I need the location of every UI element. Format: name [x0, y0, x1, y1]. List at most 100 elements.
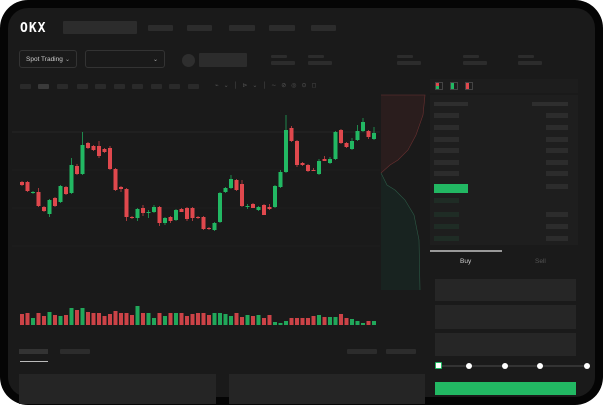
- slider-mark-25[interactable]: [466, 363, 472, 369]
- nav-item[interactable]: [148, 25, 173, 31]
- candle-up: [350, 141, 354, 149]
- volume-bar: [97, 313, 101, 325]
- bid-amount: [546, 212, 568, 217]
- slider-track[interactable]: [438, 365, 588, 367]
- timeframe-button[interactable]: [38, 84, 49, 89]
- volume-bar: [36, 313, 41, 325]
- buy-button[interactable]: [435, 382, 576, 395]
- chart-tool-icons[interactable]: ⌁⌄│⊳⌄│∼⊘◎⊙◻: [215, 83, 322, 89]
- depth-asks-line: [380, 94, 426, 174]
- tab-order-history[interactable]: [60, 349, 90, 354]
- bid-price: [434, 224, 459, 229]
- timeframe-button[interactable]: [57, 84, 68, 89]
- candle-down: [86, 143, 90, 148]
- volume-bar: [86, 312, 90, 325]
- price-display: [199, 53, 247, 67]
- candle-down: [36, 192, 41, 206]
- timeframe-button[interactable]: [151, 84, 162, 89]
- ask-amount: [546, 184, 568, 189]
- tab-buy[interactable]: Buy: [460, 258, 472, 265]
- volume-bar: [163, 316, 167, 325]
- candle-up: [218, 193, 222, 222]
- timeframe-button[interactable]: [132, 84, 143, 89]
- volume-bar: [218, 313, 222, 325]
- candle-down: [91, 146, 96, 150]
- search-bar[interactable]: [63, 21, 137, 34]
- volume-bar: [240, 317, 244, 325]
- candle-down: [322, 159, 327, 161]
- candle-down: [108, 148, 112, 169]
- total-input[interactable]: [435, 333, 576, 356]
- tab-sell[interactable]: Sell: [535, 258, 546, 265]
- nav-item[interactable]: [229, 25, 255, 31]
- candle-up: [273, 186, 277, 207]
- bid-price: [434, 212, 459, 217]
- ask-price: [434, 137, 459, 142]
- okx-logo[interactable]: OKX: [20, 21, 47, 36]
- timeframe-button[interactable]: [169, 84, 180, 89]
- ask-amount: [546, 160, 568, 165]
- asks-only-icon[interactable]: [465, 82, 473, 90]
- ask-amount: [546, 113, 568, 118]
- candle-up: [212, 223, 217, 230]
- bids-only-icon[interactable]: [450, 82, 458, 90]
- volume-bar: [317, 315, 321, 325]
- chevron-down-icon: ⌄: [152, 56, 158, 63]
- volume-bar: [372, 321, 376, 325]
- nav-item[interactable]: [311, 25, 336, 31]
- candle-up: [69, 165, 74, 193]
- timeframe-button[interactable]: [77, 84, 88, 89]
- candle-down: [289, 128, 294, 141]
- nav-item[interactable]: [187, 25, 212, 31]
- both-sides-icon[interactable]: [435, 82, 443, 90]
- tab-open-orders[interactable]: [19, 349, 48, 354]
- active-tab-underline: [20, 361, 48, 362]
- volume-bar: [58, 316, 63, 325]
- slider-handle[interactable]: [435, 362, 442, 369]
- candle-up: [372, 133, 376, 139]
- slider-mark-100[interactable]: [584, 363, 590, 369]
- stat-value: [271, 61, 295, 65]
- volume-bar: [229, 316, 233, 325]
- candle-up: [163, 218, 167, 223]
- timeframe-button[interactable]: [95, 84, 106, 89]
- slider-mark-75[interactable]: [537, 363, 543, 369]
- volume-bar: [113, 311, 118, 325]
- candle-down: [168, 217, 173, 221]
- nav-item[interactable]: [269, 25, 295, 31]
- volume-bar: [47, 312, 52, 325]
- last-price-badge: [434, 184, 468, 193]
- volume-bar: [278, 323, 283, 325]
- amount-input[interactable]: [435, 305, 576, 329]
- timeframe-button[interactable]: [20, 84, 31, 89]
- candle-down: [262, 205, 266, 215]
- volume-bar: [212, 313, 217, 325]
- volume-bar: [295, 318, 299, 325]
- volume-bar: [223, 314, 228, 325]
- candle-up: [245, 206, 250, 207]
- filter-button[interactable]: [347, 349, 377, 354]
- candle-down: [306, 165, 310, 171]
- pair-selector[interactable]: ⌄: [85, 50, 165, 68]
- candle-down: [102, 149, 107, 152]
- slider-mark-50[interactable]: [502, 363, 508, 369]
- assets-card: [229, 374, 425, 404]
- candle-down: [113, 169, 118, 190]
- stat-label: [397, 55, 413, 58]
- volume-bar: [339, 314, 343, 325]
- bid-amount: [546, 236, 568, 241]
- candle-down: [119, 187, 123, 189]
- timeframe-button[interactable]: [114, 84, 125, 89]
- price-input[interactable]: [435, 279, 576, 301]
- candle-down: [42, 207, 46, 211]
- candle-down: [190, 208, 195, 218]
- market-selector[interactable]: Spot Trading ⌄: [19, 50, 77, 68]
- bid-amount: [546, 224, 568, 229]
- timeframe-button[interactable]: [188, 84, 199, 89]
- volume-bar: [185, 316, 189, 325]
- ask-amount: [546, 171, 568, 176]
- candle-up: [229, 179, 233, 188]
- filter-button[interactable]: [386, 349, 416, 354]
- candle-down: [185, 208, 189, 219]
